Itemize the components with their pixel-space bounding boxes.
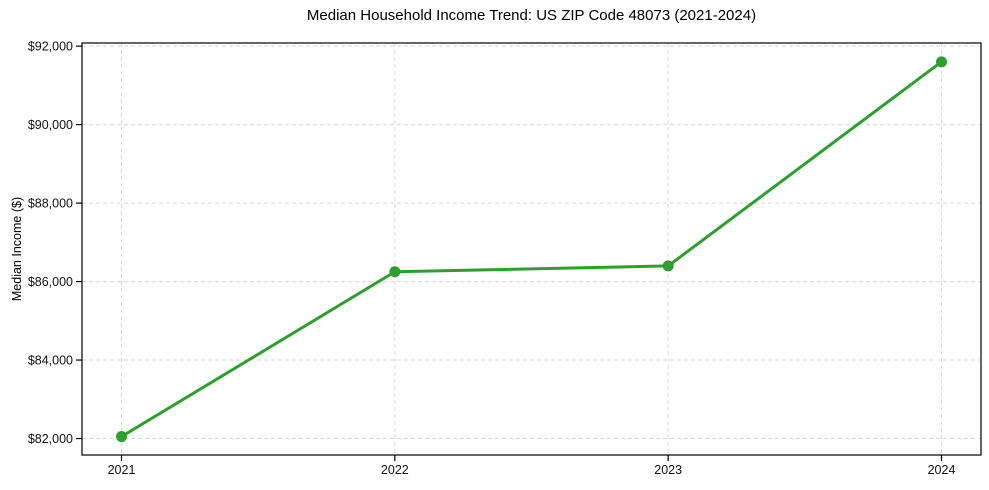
data-point-2023 (662, 260, 674, 272)
y-tick-label: $92,000 (28, 39, 73, 53)
data-point-2021 (116, 431, 127, 443)
y-tick-label: $84,000 (28, 353, 73, 367)
plot-border (81, 42, 982, 456)
y-tick-label: $86,000 (28, 275, 73, 289)
chart-title: Median Household Income Trend: US ZIP Co… (306, 7, 757, 24)
data-point-2022 (389, 266, 401, 278)
y-tick-label: $90,000 (28, 118, 73, 132)
x-tick-label: 2021 (108, 463, 136, 477)
data-point-2024 (936, 56, 947, 68)
x-tick-label: 2023 (654, 463, 682, 477)
y-tick-label: $82,000 (28, 432, 73, 446)
x-tick-label: 2022 (381, 463, 409, 477)
x-tick-label: 2024 (928, 463, 956, 477)
y-tick-label: $88,000 (28, 196, 73, 210)
trend-line (120, 60, 943, 439)
